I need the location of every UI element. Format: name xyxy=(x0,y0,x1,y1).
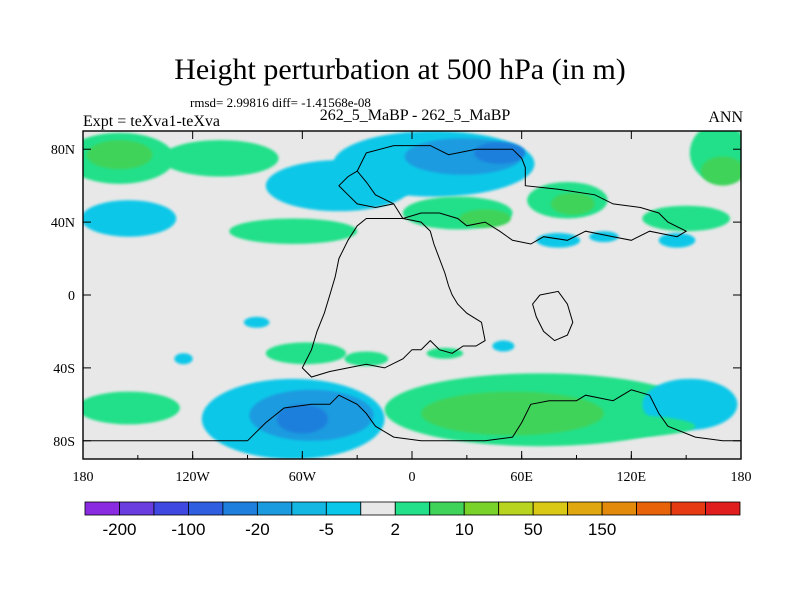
colorbar-swatch-7 xyxy=(325,501,362,516)
coastline-2 xyxy=(338,170,394,209)
colorbar-swatch-9 xyxy=(394,501,431,516)
colorbar-swatch-18 xyxy=(705,501,741,516)
colorbar-swatch-8 xyxy=(360,501,396,516)
field-anomaly-2 xyxy=(83,200,177,237)
x-tick-label-1: 120W xyxy=(176,470,211,485)
x-axis: 180 120W 60W 0 60E 120E 180 xyxy=(73,131,752,485)
x-tick-label-4: 60E xyxy=(510,470,533,485)
left-label: Expt = teXva1-teXva xyxy=(83,113,220,130)
coastline-3 xyxy=(532,290,574,342)
colorbar-label-0: -200 xyxy=(102,520,136,539)
field-layer xyxy=(83,131,741,459)
colorbar-label-4: 2 xyxy=(391,520,400,539)
field-anomaly-28 xyxy=(459,209,511,228)
colorbar-label-1: -100 xyxy=(171,520,205,539)
x-tick-label-2: 60W xyxy=(289,470,317,485)
colorbar-swatch-4 xyxy=(222,501,258,516)
y-tick-label-2: 0 xyxy=(68,289,75,304)
chart-subtitle: rmsd= 2.99816 diff= -1.41568e-08 xyxy=(190,95,371,110)
field-anomaly-11 xyxy=(536,233,581,248)
field-anomaly-13 xyxy=(243,316,270,328)
colorbar-swatch-0 xyxy=(84,501,120,516)
colorbar: -200 -100 -20 -5 2 10 50 150 xyxy=(84,501,741,539)
y-tick-label-4: 80S xyxy=(53,435,75,450)
field-anomaly-1 xyxy=(161,140,279,177)
colorbar-swatch-12 xyxy=(498,501,534,516)
field-anomaly-18 xyxy=(492,340,515,352)
y-tick-label-3: 40S xyxy=(53,362,75,377)
colorbar-swatch-15 xyxy=(601,501,637,516)
coastline-1 xyxy=(301,218,486,378)
colorbar-swatch-10 xyxy=(429,501,465,516)
field-anomaly-17 xyxy=(426,347,464,359)
field-anomaly-12 xyxy=(589,231,619,243)
colorbar-swatch-1 xyxy=(119,501,155,516)
x-tick-label-5: 120E xyxy=(617,470,647,485)
coastline-4 xyxy=(83,389,741,459)
x-tick-label-6: 180 xyxy=(731,470,752,485)
field-anomaly-16 xyxy=(344,351,389,367)
chart-title: Height perturbation at 500 hPa (in m) xyxy=(174,53,626,86)
field-anomaly-30 xyxy=(421,391,604,436)
field-anomaly-32 xyxy=(276,404,328,434)
colorbar-swatch-3 xyxy=(188,501,224,516)
y-axis: 80N 40N 0 40S 80S xyxy=(51,143,741,450)
field-anomaly-10 xyxy=(658,233,696,248)
colorbar-swatch-17 xyxy=(670,501,706,516)
field-anomaly-31 xyxy=(474,141,526,164)
colorbar-swatch-6 xyxy=(291,501,327,516)
right-label: ANN xyxy=(708,109,743,126)
coastline-layer xyxy=(83,145,741,459)
colorbar-label-2: -20 xyxy=(245,520,270,539)
field-anomaly-14 xyxy=(174,353,193,365)
field-anomaly-8 xyxy=(229,218,358,244)
field-anomaly-19 xyxy=(83,391,180,425)
x-tick-label-3: 0 xyxy=(409,470,416,485)
x-tick-label-0: 180 xyxy=(73,470,94,485)
center-label: 262_5_MaBP - 262_5_MaBP xyxy=(319,107,511,124)
colorbar-swatch-16 xyxy=(636,501,672,516)
field-anomaly-27 xyxy=(550,192,595,215)
colorbar-label-5: 10 xyxy=(455,520,474,539)
colorbar-label-6: 50 xyxy=(524,520,543,539)
colorbar-swatch-14 xyxy=(567,501,603,516)
colorbar-swatch-13 xyxy=(532,501,569,516)
colorbar-swatch-5 xyxy=(256,501,293,516)
colorbar-swatch-2 xyxy=(153,501,189,516)
colorbar-label-3: -5 xyxy=(319,520,334,539)
colorbar-swatch-11 xyxy=(463,501,500,516)
coastline-0 xyxy=(356,145,688,245)
field-anomaly-26 xyxy=(700,156,741,186)
field-anomaly-9 xyxy=(642,205,731,232)
y-tick-label-0: 80N xyxy=(51,143,75,158)
y-tick-label-1: 40N xyxy=(51,216,75,231)
field-anomaly-24 xyxy=(86,140,153,170)
field-anomaly-15 xyxy=(265,342,347,365)
colorbar-label-7: 150 xyxy=(588,520,616,539)
field-anomaly-22 xyxy=(642,378,738,430)
